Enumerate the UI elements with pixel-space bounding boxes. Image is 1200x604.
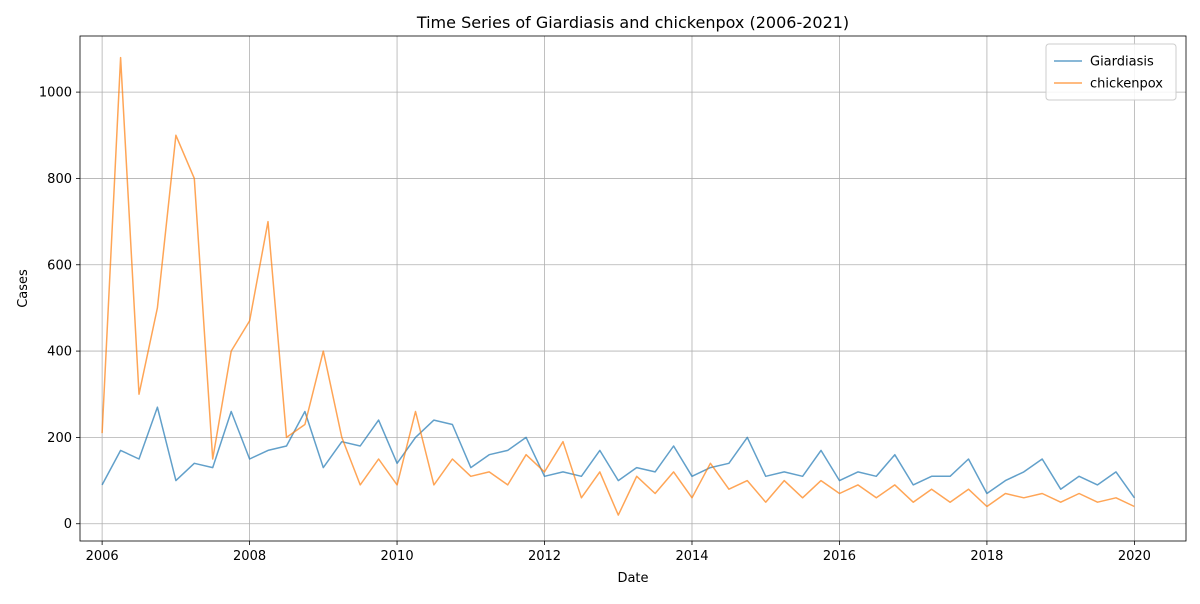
y-tick-label: 600 [47, 258, 72, 273]
x-tick-label: 2010 [381, 549, 414, 564]
x-tick-label: 2008 [233, 549, 266, 564]
y-axis-label: Cases [16, 269, 31, 308]
x-tick-label: 2014 [675, 549, 708, 564]
x-tick-label: 2006 [86, 549, 119, 564]
series-line-chickenpox [101, 56, 1135, 516]
legend: Giardiasis chickenpox [1045, 43, 1177, 101]
x-tick-label: 2016 [823, 549, 856, 564]
y-tick-label: 800 [47, 172, 72, 187]
x-tick-label: 2018 [970, 549, 1003, 564]
y-tick-label: 0 [64, 517, 72, 532]
x-axis: 2006 2008 2010 2012 2014 2016 2018 2020 [86, 541, 1151, 564]
series-line-giardiasis [101, 406, 1136, 499]
y-tick-label: 400 [47, 345, 72, 360]
chart-title: Time Series of Giardiasis and chickenpox… [416, 13, 849, 32]
plot-area-frame [79, 35, 1187, 542]
grid-lines [80, 36, 1186, 541]
y-tick-label: 1000 [39, 86, 72, 101]
legend-label-chickenpox: chickenpox [1090, 77, 1163, 92]
series-lines [101, 56, 1136, 516]
legend-label-giardiasis: Giardiasis [1090, 55, 1154, 70]
x-axis-label: Date [617, 571, 648, 586]
y-tick-label: 200 [47, 431, 72, 446]
y-axis: 0 200 400 600 800 1000 [39, 86, 80, 532]
x-tick-label: 2012 [528, 549, 561, 564]
legend-box [1045, 43, 1177, 101]
x-tick-label: 2020 [1118, 549, 1151, 564]
